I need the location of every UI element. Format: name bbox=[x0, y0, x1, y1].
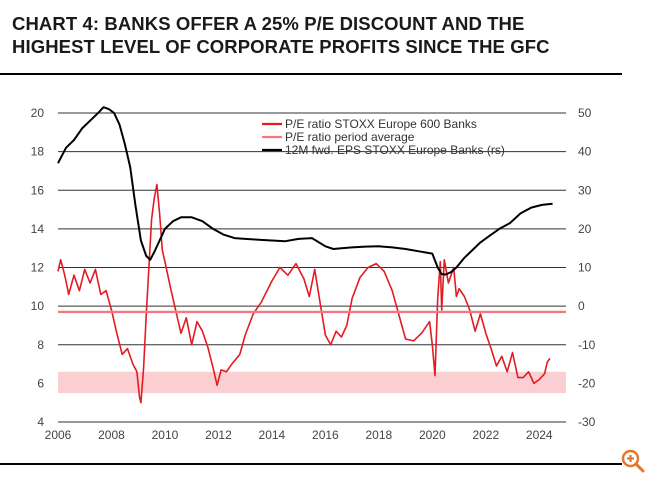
y-right-tick-label: 0 bbox=[578, 299, 585, 313]
y-right-tick-label: -10 bbox=[578, 338, 596, 352]
x-tick-label: 2012 bbox=[205, 428, 232, 442]
y-right-tick-label: -30 bbox=[578, 415, 596, 429]
x-tick-label: 2008 bbox=[98, 428, 125, 442]
y-left-tick-label: 12 bbox=[31, 261, 45, 275]
pe-band bbox=[58, 371, 566, 394]
legend-label: P/E ratio STOXX Europe 600 Banks bbox=[285, 117, 477, 131]
chart-title: CHART 4: BANKS OFFER A 25% P/E DISCOUNT … bbox=[12, 12, 632, 58]
legend-label: 12M fwd. EPS STOXX Europe Banks (rs) bbox=[285, 143, 505, 157]
series-lines bbox=[57, 106, 566, 404]
x-tick-label: 2016 bbox=[312, 428, 339, 442]
y-left-tick-label: 10 bbox=[31, 299, 45, 313]
chart-title-line-1: CHART 4: BANKS OFFER A 25% P/E DISCOUNT … bbox=[12, 13, 525, 34]
y-right-tick-label: 20 bbox=[578, 222, 592, 236]
pe-ratio-line bbox=[57, 183, 551, 404]
y-left-tick-label: 8 bbox=[37, 338, 44, 352]
legend-label: P/E ratio period average bbox=[285, 130, 415, 144]
y-right-tick-label: 10 bbox=[578, 261, 592, 275]
bottom-divider bbox=[0, 463, 622, 465]
x-tick-label: 2024 bbox=[526, 428, 553, 442]
top-divider bbox=[0, 73, 622, 75]
eps-line bbox=[57, 106, 553, 276]
y-right-tick-label: 50 bbox=[578, 106, 592, 120]
y-left-tick-label: 6 bbox=[37, 376, 44, 390]
y-left-tick-label: 18 bbox=[31, 145, 45, 159]
y-left-tick-label: 16 bbox=[31, 183, 45, 197]
y-right-tick-label: -20 bbox=[578, 376, 596, 390]
x-tick-label: 2020 bbox=[419, 428, 446, 442]
x-tick-label: 2010 bbox=[152, 428, 179, 442]
x-tick-label: 2014 bbox=[259, 428, 286, 442]
zoom-in-icon[interactable] bbox=[620, 448, 646, 474]
y-left-tick-label: 14 bbox=[31, 222, 45, 236]
y-right-tick-label: 30 bbox=[578, 183, 592, 197]
x-tick-label: 2018 bbox=[365, 428, 392, 442]
y-right-tick-label: 40 bbox=[578, 145, 592, 159]
chart-title-line-2: HIGHEST LEVEL OF CORPORATE PROFITS SINCE… bbox=[12, 36, 550, 57]
y-left-tick-label: 4 bbox=[37, 415, 44, 429]
x-tick-label: 2022 bbox=[472, 428, 499, 442]
y-left-tick-label: 20 bbox=[31, 106, 45, 120]
x-tick-label: 2006 bbox=[45, 428, 72, 442]
